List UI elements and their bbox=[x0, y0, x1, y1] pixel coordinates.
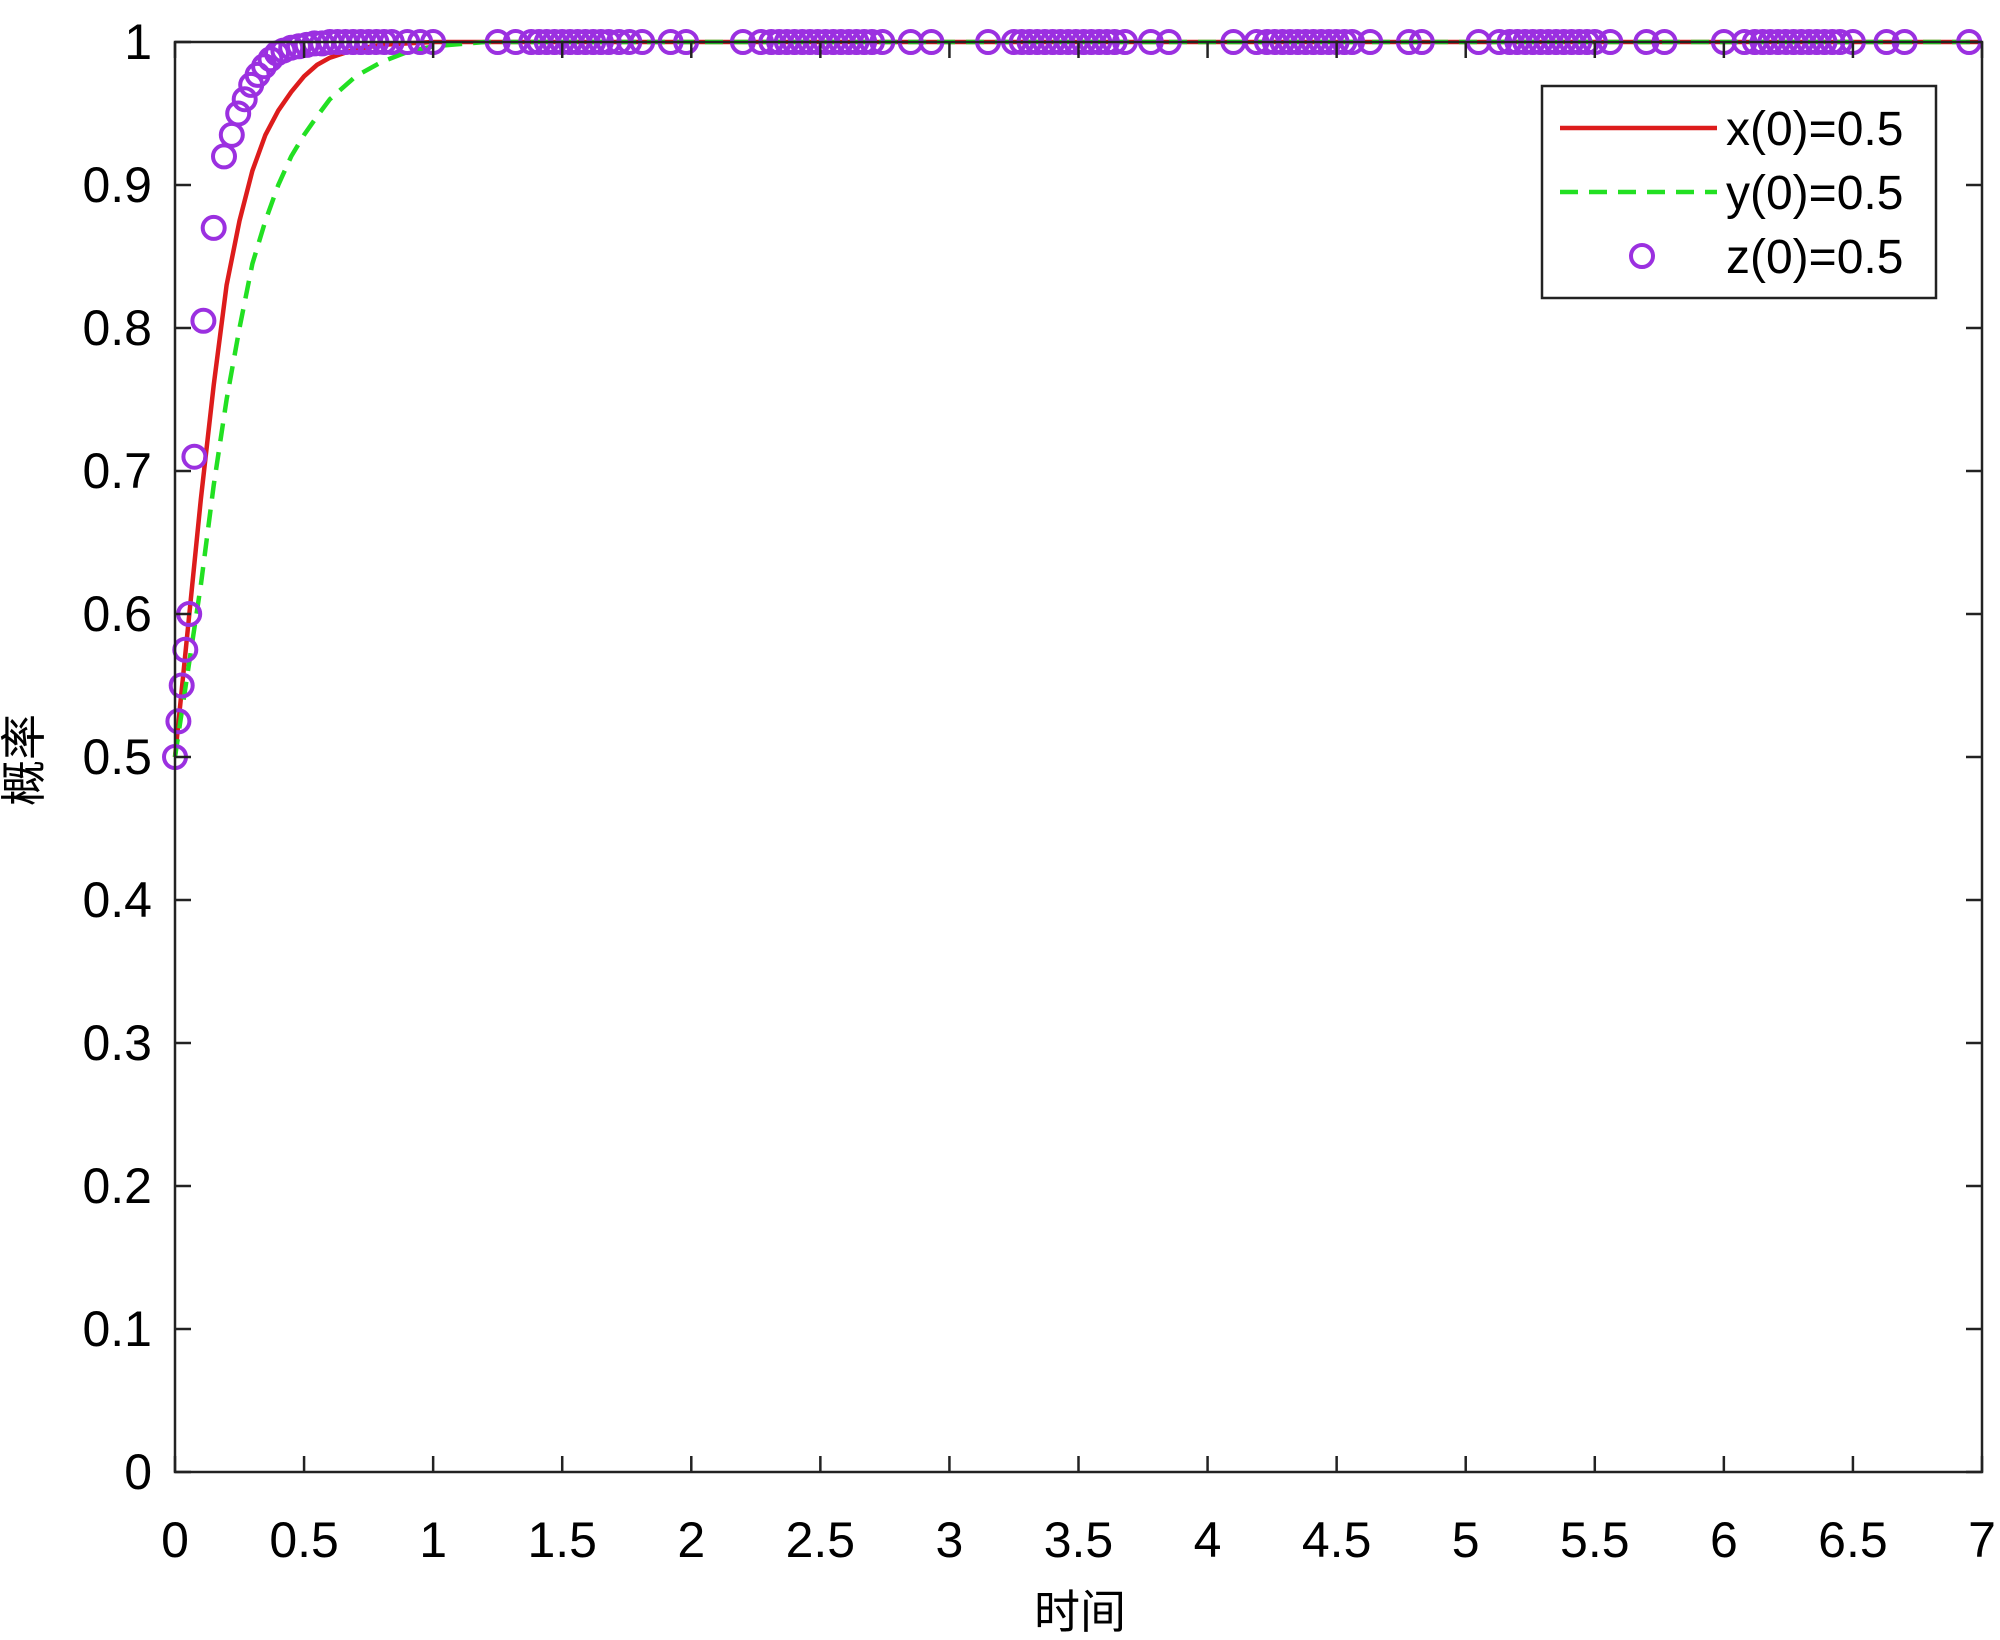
series-marker bbox=[200, 214, 227, 241]
series-marker bbox=[190, 307, 217, 334]
legend-label: x(0)=0.5 bbox=[1726, 103, 1903, 156]
series-marker bbox=[165, 708, 192, 735]
x-tick-label: 1 bbox=[419, 1512, 447, 1568]
x-tick-label: 4 bbox=[1194, 1512, 1222, 1568]
x-tick-label: 1.5 bbox=[527, 1512, 597, 1568]
x-tick-label: 3 bbox=[936, 1512, 964, 1568]
x-tick-label: 4.5 bbox=[1302, 1512, 1372, 1568]
series-marker bbox=[225, 100, 252, 127]
x-tick-label: 7 bbox=[1968, 1512, 1996, 1568]
y-tick-label: 0.8 bbox=[82, 300, 152, 356]
x-tick-label: 5 bbox=[1452, 1512, 1480, 1568]
x-tick-label: 5.5 bbox=[1560, 1512, 1630, 1568]
x-tick-label: 6.5 bbox=[1818, 1512, 1888, 1568]
axes: 0 0.5 1 1.5 2 2.5 3 3.5 4 4.5 5 5.5 6 6.5 7 0 0.1 0.2 0.3 0… bbox=[82, 14, 1995, 1568]
series-line-y bbox=[172, 39, 1982, 758]
x-tick-label: 0 bbox=[161, 1512, 189, 1568]
plot-area bbox=[162, 29, 1983, 770]
y-tick-label: 0.1 bbox=[82, 1301, 152, 1357]
y-tick-label: 0.4 bbox=[82, 872, 152, 928]
series-marker bbox=[257, 46, 284, 73]
x-tick-label: 2.5 bbox=[786, 1512, 856, 1568]
x-axis-label: 时间 bbox=[1034, 1585, 1126, 1639]
legend-label: z(0)=0.5 bbox=[1726, 231, 1903, 284]
legend: x(0)=0.5 y(0)=0.5 z(0)=0.5 bbox=[1540, 84, 1938, 300]
legend-box bbox=[1540, 84, 1938, 300]
series-marker bbox=[231, 86, 258, 113]
x-tick-label: 2 bbox=[677, 1512, 705, 1568]
series-marker bbox=[211, 143, 237, 170]
series-marker bbox=[181, 443, 208, 470]
y-tick-label: 0.9 bbox=[82, 157, 152, 213]
x-tick-label: 3.5 bbox=[1044, 1512, 1114, 1568]
y-tick-label: 0.3 bbox=[82, 1015, 152, 1071]
x-tick-label: 6 bbox=[1710, 1512, 1738, 1568]
series-marker bbox=[251, 53, 278, 80]
y-tick-label: 0.2 bbox=[82, 1158, 152, 1214]
y-tick-label: 0.5 bbox=[82, 729, 152, 785]
y-tick-label: 0.6 bbox=[82, 586, 152, 642]
y-tick-label: 0.7 bbox=[82, 443, 152, 499]
series-marker bbox=[168, 672, 195, 699]
y-axis-label: 概率 bbox=[0, 714, 51, 806]
x-tick-label: 0.5 bbox=[269, 1512, 339, 1568]
y-tick-label: 0 bbox=[124, 1444, 152, 1500]
y-tick-label: 1 bbox=[124, 14, 152, 70]
legend-marker-z bbox=[1629, 243, 1655, 269]
legend-label: y(0)=0.5 bbox=[1726, 167, 1903, 220]
